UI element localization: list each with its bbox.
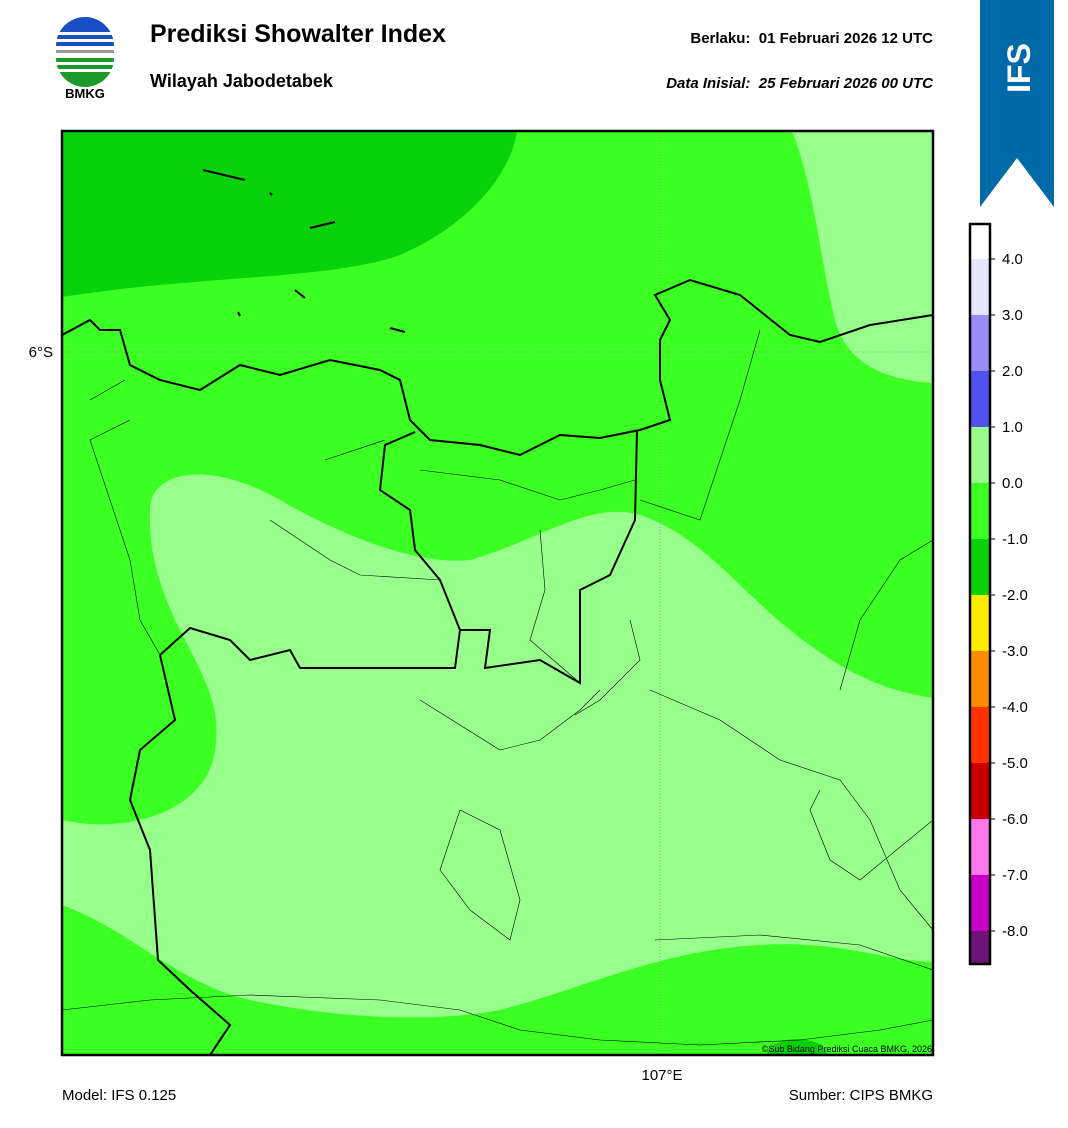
- colorbar-segment: [970, 427, 990, 483]
- lon-label: 107°E: [641, 1067, 682, 1084]
- colorbar-segment: [970, 315, 990, 371]
- colorbar-tick-label: -3.0: [1002, 643, 1028, 660]
- subtitle: Wilayah Jabodetabek: [150, 71, 333, 91]
- colorbar-tick-label: 0.0: [1002, 475, 1023, 492]
- colorbar-segment: [970, 763, 990, 819]
- footer-model: Model: IFS 0.125: [62, 1087, 177, 1104]
- colorbar-frame: [968, 222, 992, 966]
- colorbar-segment: [970, 371, 990, 427]
- colorbar-segment: [970, 651, 990, 707]
- colorbar-segment: [970, 224, 990, 259]
- colorbar-tick-label: -6.0: [1002, 811, 1028, 828]
- badge-text: IFS: [1001, 43, 1037, 93]
- init-time: Data Inisial: 25 Februari 2026 00 UTC: [666, 75, 933, 92]
- colorbar-segment: [970, 259, 990, 315]
- valid-value: 01 Februari 2026 12 UTC: [758, 30, 933, 47]
- init-value: 25 Februari 2026 00 UTC: [758, 75, 933, 92]
- logo-text: BMKG: [65, 86, 105, 101]
- colorbar-tick-label: 2.0: [1002, 363, 1023, 380]
- valid-label: Berlaku:: [690, 30, 751, 47]
- colorbar-segment: [970, 595, 990, 651]
- colorbar-tick-label: -1.0: [1002, 531, 1028, 548]
- colorbar-segment: [970, 483, 990, 539]
- colorbar-tick-label: 1.0: [1002, 419, 1023, 436]
- init-label: Data Inisial:: [666, 75, 751, 92]
- colorbar-segment: [970, 819, 990, 875]
- colorbar-tick-label: 4.0: [1002, 251, 1023, 268]
- valid-time: Berlaku: 01 Februari 2026 12 UTC: [690, 30, 933, 47]
- colorbar-segment: [970, 875, 990, 931]
- colorbar-segment: [970, 707, 990, 763]
- lat-label: 6°S: [29, 344, 53, 361]
- colorbar-tick-label: -8.0: [1002, 923, 1028, 940]
- colorbar-tick-label: -2.0: [1002, 587, 1028, 604]
- logo: BMKG: [56, 17, 114, 101]
- credit: ©Sub Bidang Prediksi Cuaca BMKG, 2026: [762, 1044, 932, 1054]
- colorbar-segment: [970, 931, 990, 964]
- title: Prediksi Showalter Index: [150, 20, 446, 48]
- colorbar-tick-label: -4.0: [1002, 699, 1028, 716]
- colorbar-tick-label: 3.0: [1002, 307, 1023, 324]
- colorbar-tick-label: -7.0: [1002, 867, 1028, 884]
- footer-source: Sumber: CIPS BMKG: [788, 1087, 933, 1104]
- colorbar: 4.0 3.0 2.0 1.0 0.0 -1.0 -2.0 -3.0 -4.0 -5.0 -6.0 -…: [968, 222, 1028, 966]
- colorbar-tick-label: -5.0: [1002, 755, 1028, 772]
- colorbar-segment: [970, 539, 990, 595]
- model-badge: IFS: [980, 0, 1054, 207]
